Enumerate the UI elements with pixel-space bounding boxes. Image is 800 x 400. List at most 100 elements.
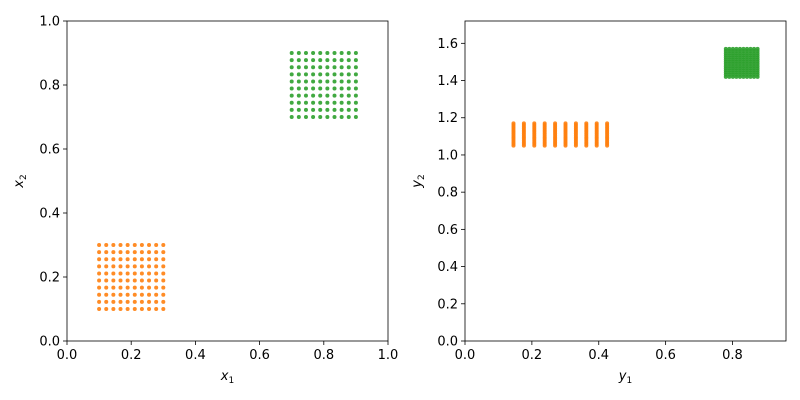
scatter-point bbox=[154, 278, 159, 283]
scatter-point bbox=[132, 243, 137, 247]
y-tick-label: 0.6 bbox=[39, 143, 60, 158]
scatter-point bbox=[104, 307, 109, 311]
scatter-point bbox=[111, 257, 116, 262]
scatter-point bbox=[318, 72, 323, 77]
scatter-point bbox=[97, 285, 102, 290]
scatter-point bbox=[296, 72, 301, 77]
scatter-point bbox=[296, 51, 301, 55]
scatter-point bbox=[111, 278, 116, 283]
scatter-point bbox=[147, 299, 152, 304]
scatter-point bbox=[118, 299, 123, 304]
scatter-point bbox=[139, 285, 144, 290]
scatter-point bbox=[118, 292, 123, 297]
scatter-point bbox=[132, 285, 137, 290]
scatter-point bbox=[553, 121, 558, 126]
scatter-point bbox=[752, 46, 757, 51]
scatter-point bbox=[296, 79, 301, 84]
x-tick-label: 1.0 bbox=[378, 348, 399, 363]
scatter-point bbox=[125, 271, 130, 276]
scatter-point bbox=[584, 121, 589, 126]
y-tick-label: 0.0 bbox=[39, 335, 60, 350]
scatter-point bbox=[332, 93, 337, 98]
scatter-point bbox=[332, 51, 337, 55]
scatter-point bbox=[303, 107, 308, 112]
scatter-point bbox=[132, 278, 137, 283]
scatter-point bbox=[325, 115, 330, 119]
scatter-point bbox=[111, 285, 116, 290]
y-tick-label: 1.2 bbox=[437, 111, 458, 126]
y-tick-label: 0.0 bbox=[437, 335, 458, 350]
scatter-point bbox=[289, 79, 294, 84]
x-tick-label: 0.0 bbox=[57, 348, 78, 363]
scatter-point bbox=[346, 58, 351, 63]
scatter-point bbox=[296, 86, 301, 91]
scatter-point bbox=[125, 250, 130, 255]
scatter-point bbox=[332, 65, 337, 70]
scatter-point bbox=[147, 250, 152, 255]
scatter-point bbox=[303, 100, 308, 105]
scatter-point bbox=[104, 264, 109, 269]
scatter-point bbox=[161, 243, 166, 247]
scatter-point bbox=[139, 271, 144, 276]
scatter-point bbox=[318, 86, 323, 91]
scatter-point bbox=[346, 115, 351, 119]
scatter-point bbox=[296, 115, 301, 119]
scatter-point bbox=[97, 299, 102, 304]
scatter-point bbox=[346, 93, 351, 98]
scatter-point bbox=[111, 292, 116, 297]
scatter-point bbox=[311, 58, 316, 63]
scatter-point bbox=[741, 46, 746, 51]
scatter-point bbox=[723, 46, 728, 51]
scatter-point bbox=[353, 93, 358, 98]
scatter-point bbox=[118, 307, 123, 311]
scatter-point bbox=[737, 46, 742, 51]
scatter-point bbox=[303, 86, 308, 91]
scatter-point bbox=[125, 257, 130, 262]
scatter-point bbox=[118, 243, 123, 247]
y-tick-label: 0.4 bbox=[39, 207, 60, 222]
scatter-point bbox=[332, 79, 337, 84]
scatter-point bbox=[154, 264, 159, 269]
scatter-point bbox=[147, 271, 152, 276]
scatter-point bbox=[332, 100, 337, 105]
scatter-point bbox=[132, 299, 137, 304]
scatter-point bbox=[125, 264, 130, 269]
scatter-point bbox=[154, 292, 159, 297]
scatter-point bbox=[161, 278, 166, 283]
scatter-point bbox=[289, 72, 294, 77]
y-tick-label: 0.2 bbox=[437, 297, 458, 312]
scatter-point bbox=[303, 115, 308, 119]
scatter-point bbox=[139, 243, 144, 247]
y-axis-label: y2 bbox=[410, 174, 427, 188]
scatter-point bbox=[161, 307, 166, 311]
x-tick-label: 0.4 bbox=[588, 348, 609, 363]
scatter-point bbox=[311, 115, 316, 119]
x-tick-label: 0.8 bbox=[313, 348, 334, 363]
scatter-point bbox=[118, 285, 123, 290]
scatter-point bbox=[339, 51, 344, 55]
scatter-point bbox=[318, 100, 323, 105]
scatter-point bbox=[325, 58, 330, 63]
scatter-point bbox=[161, 271, 166, 276]
x-tick-label: 0.0 bbox=[455, 348, 476, 363]
scatter-point bbox=[353, 72, 358, 77]
scatter-point bbox=[154, 250, 159, 255]
scatter-point bbox=[296, 65, 301, 70]
scatter-point bbox=[104, 271, 109, 276]
scatter-point bbox=[139, 257, 144, 262]
scatter-point bbox=[332, 86, 337, 91]
scatter-point bbox=[125, 299, 130, 304]
scatter-point bbox=[353, 86, 358, 91]
scatter-point bbox=[511, 121, 516, 126]
scatter-point bbox=[289, 93, 294, 98]
scatter-point bbox=[311, 93, 316, 98]
x-tick-label: 0.6 bbox=[655, 348, 676, 363]
scatter-point bbox=[104, 292, 109, 297]
scatter-point bbox=[161, 299, 166, 304]
scatter-point bbox=[104, 278, 109, 283]
scatter-point bbox=[311, 107, 316, 112]
x-axis-label: x1 bbox=[220, 369, 234, 386]
scatter-point bbox=[325, 86, 330, 91]
scatter-point bbox=[132, 264, 137, 269]
